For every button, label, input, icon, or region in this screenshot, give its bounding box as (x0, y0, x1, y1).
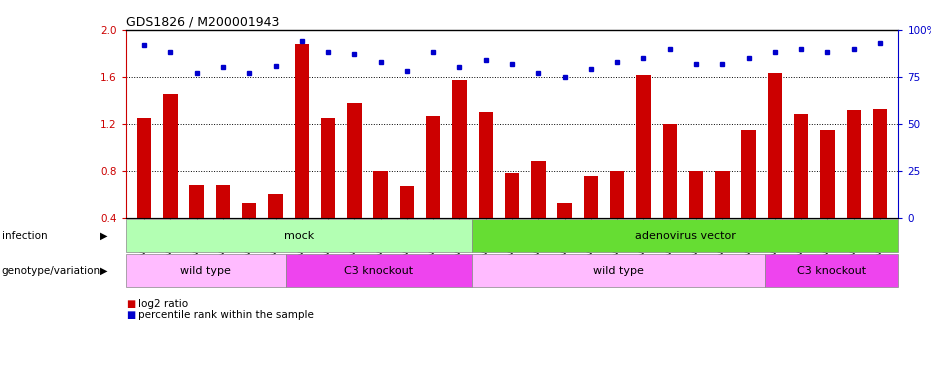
Text: ▶: ▶ (100, 266, 107, 276)
Bar (472, 254, 765, 287)
Bar (373, 171, 388, 264)
Text: log2 ratio: log2 ratio (138, 299, 188, 309)
Bar (268, 194, 283, 264)
Bar (505, 173, 519, 264)
Text: GDS1826 / M200001943: GDS1826 / M200001943 (126, 16, 279, 29)
Text: percentile rank within the sample: percentile rank within the sample (138, 310, 314, 320)
Bar (286, 254, 472, 287)
Text: genotype/variation: genotype/variation (2, 266, 101, 276)
Text: wild type: wild type (593, 266, 644, 276)
Bar (846, 110, 861, 264)
Bar (872, 108, 887, 264)
Text: ■: ■ (126, 310, 135, 320)
Text: C3 knockout: C3 knockout (344, 266, 413, 276)
Bar (472, 219, 898, 252)
Bar (321, 118, 335, 264)
Text: wild type: wild type (181, 266, 231, 276)
Bar (741, 130, 756, 264)
Bar (610, 171, 625, 264)
Text: adenovirus vector: adenovirus vector (635, 231, 735, 241)
Bar (294, 44, 309, 264)
Text: ■: ■ (126, 299, 135, 309)
Bar (663, 124, 677, 264)
Bar (126, 219, 472, 252)
Bar (765, 254, 898, 287)
Text: mock: mock (284, 231, 314, 241)
Text: infection: infection (2, 231, 47, 241)
Bar (768, 74, 782, 264)
Bar (689, 171, 703, 264)
Bar (794, 114, 808, 264)
Bar (636, 75, 651, 264)
Bar (347, 103, 361, 264)
Bar (426, 116, 440, 264)
Bar (163, 94, 178, 264)
Bar (399, 186, 414, 264)
Bar (479, 112, 493, 264)
Bar (189, 185, 204, 264)
Bar (531, 161, 546, 264)
Bar (452, 80, 466, 264)
Text: C3 knockout: C3 knockout (797, 266, 867, 276)
Bar (584, 177, 598, 264)
Text: ▶: ▶ (100, 231, 107, 241)
Bar (558, 203, 572, 264)
Bar (820, 130, 835, 264)
Bar (242, 203, 256, 264)
Bar (216, 185, 230, 264)
Bar (137, 118, 152, 264)
Bar (126, 254, 286, 287)
Bar (715, 171, 730, 264)
